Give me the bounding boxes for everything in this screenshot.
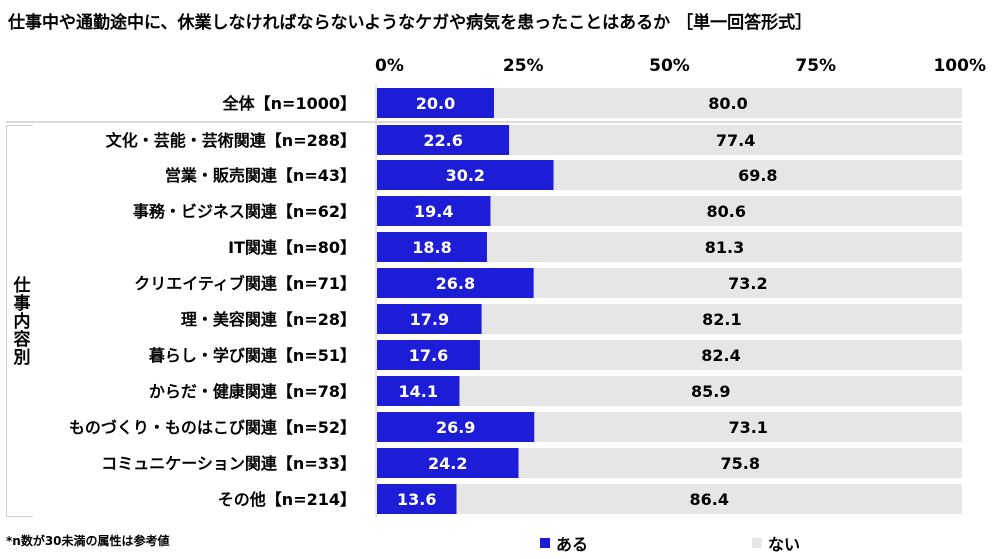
data-label-aru: 19.4 (414, 202, 453, 221)
bar-aru (377, 412, 535, 442)
bar-aru (377, 484, 457, 514)
bar-nai (533, 268, 962, 298)
data-label-nai: 86.4 (690, 490, 729, 509)
bar-nai (553, 160, 962, 190)
bar-aru (377, 448, 519, 478)
legend-label-aru: ある (556, 535, 589, 554)
footnote: *n数が30未満の属性は参考値 (6, 534, 170, 548)
data-label-nai: 85.9 (691, 382, 730, 401)
tick-label: 75% (795, 56, 836, 76)
category-label: IT関連【n=80】 (228, 238, 356, 257)
category-label: 営業・販売関連【n=43】 (165, 166, 356, 185)
bar-nai (518, 448, 962, 478)
bar-nai (456, 484, 962, 514)
data-label-aru: 13.6 (397, 490, 436, 509)
tick-label: 25% (503, 56, 544, 76)
category-label: その他【n=214】 (218, 490, 356, 509)
bar-aru (377, 160, 554, 190)
data-label-nai: 73.2 (728, 274, 767, 293)
category-label: 理・美容関連【n=28】 (181, 310, 356, 329)
data-label-nai: 77.4 (716, 131, 755, 150)
legend-item-aru: ある (540, 531, 588, 555)
legend-label-nai: ない (768, 535, 801, 554)
data-label-nai: 73.1 (728, 418, 767, 437)
legend-swatch-nai (752, 538, 762, 548)
data-label-nai: 80.6 (707, 202, 746, 221)
tick-label: 0% (375, 56, 404, 76)
bar-aru (377, 376, 460, 406)
bar-aru (377, 304, 482, 334)
bar-nai (534, 412, 962, 442)
category-label: ものづくり・ものはこび関連【n=52】 (69, 418, 356, 437)
data-label-aru: 20.0 (416, 94, 455, 113)
data-label-aru: 26.8 (436, 274, 475, 293)
category-label: 事務・ビジネス関連【n=62】 (133, 202, 356, 221)
bar-aru (377, 268, 534, 298)
bar-nai (486, 232, 962, 262)
data-label-nai: 69.8 (738, 166, 777, 185)
bar-nai (479, 340, 962, 370)
data-label-nai: 82.4 (701, 346, 740, 365)
bar-nai (459, 376, 962, 406)
category-label: 暮らし・学び関連【n=51】 (148, 346, 356, 365)
data-label-nai: 75.8 (721, 454, 760, 473)
data-label-aru: 26.9 (436, 418, 475, 437)
data-label-nai: 81.3 (705, 238, 744, 257)
category-label: クリエイティブ関連【n=71】 (134, 274, 356, 293)
group-label: 仕事内容別 (9, 276, 30, 366)
bar-aru (377, 196, 491, 226)
data-label-aru: 17.6 (409, 346, 448, 365)
data-label-aru: 17.9 (410, 310, 449, 329)
data-label-nai: 80.0 (708, 94, 747, 113)
data-label-nai: 82.1 (702, 310, 741, 329)
data-label-aru: 18.8 (412, 238, 451, 257)
bar-aru (377, 125, 510, 155)
data-label-aru: 22.6 (423, 131, 462, 150)
tick-label: 50% (649, 56, 690, 76)
category-label: からだ・健康関連【n=78】 (149, 382, 356, 401)
bar-aru (377, 88, 494, 118)
data-label-aru: 30.2 (446, 166, 485, 185)
tick-label: 100% (933, 56, 986, 76)
legend-item-nai: ない (752, 531, 800, 555)
category-label: 全体【n=1000】 (222, 94, 356, 113)
data-label-aru: 14.1 (399, 382, 438, 401)
chart-title: 仕事中や通勤途中に、休業しなければならないようなケガや病気を患ったことはあるか … (8, 13, 813, 33)
data-label-aru: 24.2 (428, 454, 467, 473)
bar-nai (494, 88, 962, 118)
bar-aru (377, 340, 480, 370)
bar-nai (509, 125, 962, 155)
category-label: コミュニケーション関連【n=33】 (101, 454, 356, 473)
legend-swatch-aru (540, 538, 550, 548)
bar-nai (481, 304, 962, 334)
bar-aru (377, 232, 487, 262)
group-label-box: 仕事内容別 (6, 125, 33, 517)
category-label: 文化・芸能・芸術関連【n=288】 (106, 131, 356, 150)
bar-nai (490, 196, 962, 226)
